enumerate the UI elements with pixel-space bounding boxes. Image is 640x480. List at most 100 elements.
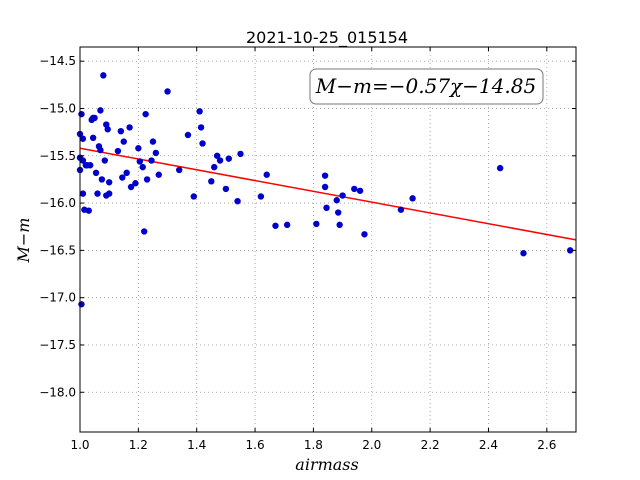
data-point — [101, 157, 109, 164]
data-point — [176, 166, 183, 174]
fit-equation-box — [309, 68, 544, 105]
data-point — [87, 162, 94, 169]
data-point — [140, 228, 148, 235]
data-point — [213, 152, 221, 159]
data-point — [91, 114, 98, 122]
data-point — [313, 220, 320, 228]
data-point — [104, 126, 111, 133]
data-point — [139, 163, 146, 171]
data-point — [409, 195, 416, 202]
data-point — [184, 131, 192, 139]
x-tick-label: 1.4 — [187, 438, 206, 452]
x-tick-label: 1.8 — [304, 438, 323, 452]
data-point — [164, 88, 171, 95]
data-point — [222, 185, 230, 193]
y-tick-label: −14.5 — [39, 54, 76, 68]
data-point — [78, 110, 85, 118]
data-point — [496, 164, 504, 172]
data-point — [135, 145, 142, 152]
x-tick-label: 2.0 — [362, 438, 381, 452]
data-point — [143, 176, 151, 183]
data-point — [356, 187, 364, 194]
data-point — [98, 176, 106, 183]
x-tick-label: 2.2 — [421, 438, 440, 452]
data-point — [361, 231, 368, 238]
fit-equation: M−m=−0.57χ−14.85 — [315, 74, 536, 98]
y-axis-label: M−m — [14, 218, 33, 264]
x-axis-ticks: 1.0 1.2 1.4 1.6 1.8 2.0 2.2 2.4 2.6 — [70, 47, 556, 452]
data-point — [114, 147, 122, 155]
y-tick-label: −17.0 — [39, 291, 76, 305]
data-point — [197, 124, 205, 131]
data-point — [283, 221, 291, 229]
data-point — [336, 221, 343, 229]
data-point — [132, 180, 139, 187]
data-point — [120, 138, 127, 145]
data-point — [105, 179, 113, 186]
y-tick-label: −17.5 — [39, 338, 76, 352]
data-point — [155, 171, 162, 178]
data-point — [94, 190, 101, 197]
data-point — [127, 183, 135, 191]
data-point — [89, 134, 97, 142]
fit-line-layer — [79, 147, 577, 241]
data-point — [208, 178, 215, 185]
data-point — [321, 183, 329, 191]
x-tick-label: 1.0 — [70, 438, 89, 452]
x-tick-label: 1.6 — [246, 438, 265, 452]
data-point — [123, 169, 130, 177]
data-point — [351, 185, 358, 193]
grid-lines — [79, 47, 576, 432]
y-tick-label: −15.0 — [39, 101, 76, 115]
x-tick-label: 1.2 — [129, 438, 148, 452]
data-point — [566, 247, 574, 254]
data-point — [97, 107, 104, 114]
y-tick-label: −18.0 — [39, 385, 76, 399]
data-point — [85, 207, 92, 214]
y-tick-label: −16.5 — [39, 243, 76, 257]
data-point — [190, 193, 197, 200]
x-tick-label: 2.6 — [537, 438, 556, 452]
data-point — [237, 150, 244, 158]
x-axis-label: airmass — [295, 455, 358, 474]
data-point — [100, 72, 107, 79]
data-point — [148, 157, 155, 164]
data-point — [520, 250, 527, 257]
data-point — [196, 108, 203, 115]
data-point — [79, 190, 87, 197]
fit-line — [79, 147, 577, 241]
y-axis-ticks: −14.5 −15.0 −15.5 −16.0 −16.5 −17.0 −17.5 −18.0 — [39, 54, 576, 399]
data-point — [211, 163, 218, 171]
data-point — [397, 206, 405, 213]
data-point — [257, 193, 265, 200]
data-point — [335, 209, 342, 216]
y-tick-label: −16.0 — [39, 196, 76, 210]
data-point — [117, 127, 125, 135]
data-point — [225, 155, 232, 162]
data-point — [263, 171, 270, 178]
data-point — [323, 204, 330, 212]
x-tick-label: 2.4 — [479, 438, 498, 452]
data-point — [92, 169, 100, 177]
plot-frame — [79, 46, 577, 433]
y-tick-label: −15.5 — [39, 149, 76, 163]
data-point — [149, 138, 157, 145]
data-point — [216, 157, 224, 164]
data-point — [152, 149, 160, 157]
data-point — [339, 192, 346, 199]
data-point — [105, 190, 113, 197]
data-point — [333, 197, 340, 204]
data-point — [119, 174, 126, 181]
data-point — [79, 157, 87, 164]
data-point — [136, 158, 144, 165]
data-point — [199, 140, 206, 147]
data-point — [142, 110, 149, 118]
data-point — [79, 135, 87, 142]
data-point — [126, 124, 133, 131]
data-point — [321, 172, 329, 179]
data-point — [234, 197, 241, 205]
chart-title: 2021-10-25_015154 — [246, 28, 408, 48]
data-point — [97, 146, 104, 154]
data-point — [272, 222, 279, 229]
